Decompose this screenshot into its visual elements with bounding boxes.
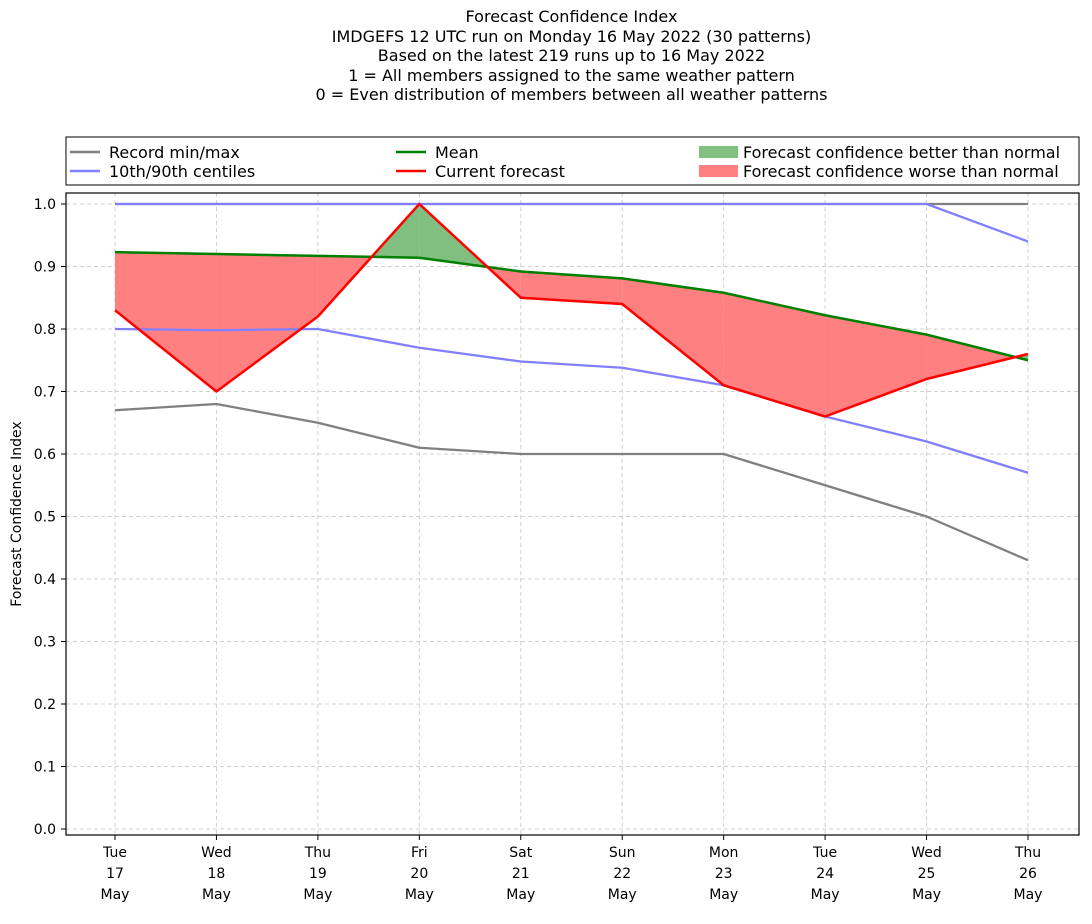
worse-fill (216, 254, 318, 392)
x-tick-label: 19 (309, 866, 327, 882)
x-tick-label: May (202, 887, 231, 903)
legend-label: Forecast confidence worse than normal (743, 162, 1059, 181)
x-tick-label: 25 (918, 866, 936, 882)
legend-label: 10th/90th centiles (109, 162, 255, 181)
legend-label: Forecast confidence better than normal (743, 143, 1060, 162)
x-tick-label: 22 (613, 866, 631, 882)
legend-label: Current forecast (435, 162, 565, 181)
record-min-line (114, 402, 1029, 562)
x-tick-label: Fri (411, 845, 428, 861)
y-axis: 0.0 0.1 0.2 0.3 0.4 0.5 0.6 0.7 0.8 0.9 1.0 (34, 197, 66, 838)
worse-fill (520, 271, 623, 304)
x-tick-label: 20 (410, 866, 428, 882)
x-tick-label: 26 (1019, 866, 1037, 882)
y-axis-label: Forecast Confidence Index (9, 421, 25, 606)
x-tick-label: 23 (715, 866, 733, 882)
x-tick-label: Tue (102, 845, 127, 861)
chart-title: Forecast Confidence Index IMDGEFS 12 UTC… (0, 7, 1092, 105)
x-tick-label: May (101, 887, 130, 903)
plot-frame (65, 192, 1080, 836)
centile-90-line (115, 202, 1029, 243)
title-line: 0 = Even distribution of members between… (315, 85, 828, 104)
y-tick-label: 0.5 (34, 510, 56, 526)
x-tick-label: Sun (609, 845, 636, 861)
y-tick-label: 0.9 (34, 260, 56, 276)
legend-label: Mean (435, 143, 479, 162)
legend-label: Record min/max (109, 143, 240, 162)
x-tick-label: May (912, 887, 941, 903)
x-axis: Tue 17 May Wed 18 May Thu 19 May Fri 20 May Sat 21 May… (101, 835, 1043, 903)
x-tick-label: 21 (512, 866, 530, 882)
y-tick-label: 0.4 (34, 572, 56, 588)
x-tick-label: 18 (208, 866, 226, 882)
x-tick-label: 24 (816, 866, 834, 882)
title-line: Forecast Confidence Index (465, 7, 678, 26)
title-line: IMDGEFS 12 UTC run on Monday 16 May 2022… (331, 26, 812, 46)
y-tick-label: 0.8 (34, 322, 56, 338)
legend-swatch (699, 165, 738, 177)
title-line: Based on the latest 219 runs up to 16 Ma… (377, 46, 766, 65)
x-tick-label: Thu (1014, 845, 1041, 861)
x-tick-label: Mon (709, 845, 739, 861)
x-tick-label: May (506, 887, 535, 903)
y-tick-label: 0.3 (34, 635, 56, 651)
y-tick-label: 0.6 (34, 447, 56, 463)
y-tick-label: 0.1 (34, 760, 56, 776)
centile-10-line (114, 327, 1029, 474)
current-forecast-line (114, 202, 1029, 418)
x-tick-label: Thu (304, 845, 331, 861)
confidence-fills (115, 204, 1028, 417)
x-tick-label: Sat (509, 845, 532, 861)
worse-fill (825, 315, 927, 417)
x-tick-label: Wed (201, 845, 232, 861)
x-tick-label: Wed (911, 845, 942, 861)
x-tick-label: May (1014, 887, 1043, 903)
y-tick-label: 0.7 (34, 385, 56, 401)
mean-line (114, 250, 1029, 362)
y-tick-label: 1.0 (34, 197, 56, 213)
x-tick-label: 17 (106, 866, 124, 882)
x-tick-label: May (608, 887, 637, 903)
y-tick-label: 0.0 (34, 822, 56, 838)
x-tick-label: Tue (812, 845, 837, 861)
title-line: 1 = All members assigned to the same wea… (348, 65, 795, 85)
worse-fill (723, 292, 826, 417)
x-tick-label: May (811, 887, 840, 903)
worse-fill (622, 278, 724, 386)
x-tick-label: May (303, 887, 332, 903)
x-tick-label: May (405, 887, 434, 903)
legend-swatch (699, 146, 738, 158)
worse-fill (926, 334, 1016, 379)
worse-fill (115, 252, 217, 392)
x-tick-label: May (709, 887, 738, 903)
series-lines (114, 202, 1029, 562)
y-tick-label: 0.2 (34, 697, 56, 713)
